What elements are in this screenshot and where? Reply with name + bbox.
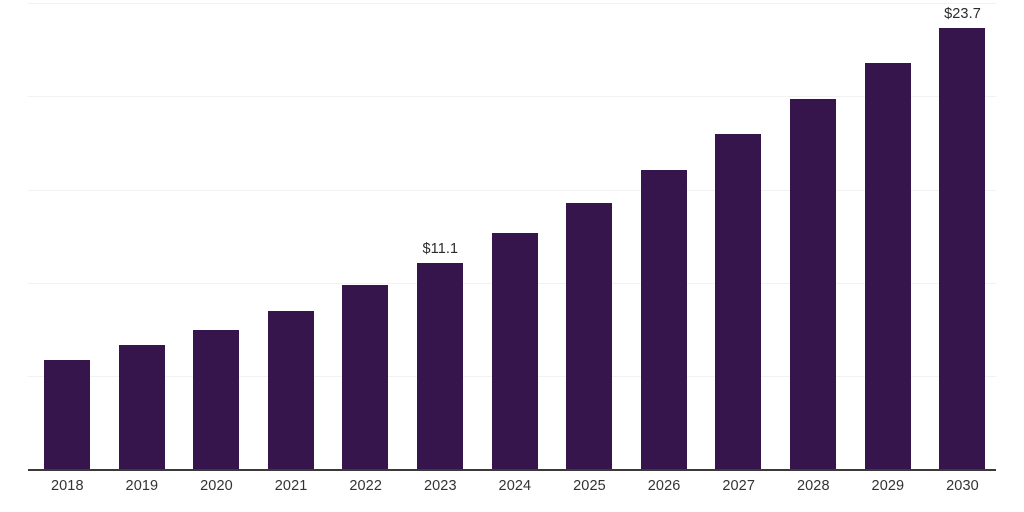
- bar-group: [30, 0, 105, 470]
- x-tick-label: 2029: [871, 478, 905, 494]
- bar[interactable]: [267, 311, 314, 470]
- gridline: [28, 96, 996, 97]
- x-tick-label: 2023: [423, 478, 457, 494]
- bar[interactable]: [44, 359, 90, 470]
- bar-group: [851, 0, 926, 470]
- bar[interactable]: [640, 169, 687, 470]
- bar-group: [627, 0, 702, 470]
- bar[interactable]: [790, 98, 836, 470]
- bar-group: [552, 0, 627, 470]
- x-axis-line: [28, 469, 996, 471]
- bar-group: $11.1: [403, 0, 478, 470]
- bar[interactable]: [566, 203, 613, 470]
- bar-group: [105, 0, 180, 470]
- x-tick-label: 2020: [200, 478, 233, 494]
- bar[interactable]: [417, 262, 463, 470]
- bar-value-label: $23.7: [944, 5, 981, 22]
- bar-group: [701, 0, 776, 470]
- x-tick-label: 2025: [573, 478, 606, 494]
- gridline: [28, 190, 996, 191]
- bar-group: $23.7: [925, 0, 1000, 470]
- x-tick-label: 2027: [722, 478, 756, 494]
- bar-group: [478, 0, 553, 470]
- x-tick-label: 2018: [50, 478, 84, 494]
- x-axis-tick-labels: 2018 2019 2020 2021 2022 2023 2024 2025 2026 2027…: [28, 478, 996, 508]
- bar[interactable]: [939, 27, 986, 470]
- bar-value-label: $11.1: [422, 240, 459, 257]
- gridline: [28, 3, 996, 4]
- bar-group: [776, 0, 851, 470]
- x-tick-label: 2024: [498, 478, 532, 494]
- bar-group: [328, 0, 403, 470]
- bar[interactable]: [715, 134, 762, 470]
- plot-area: $11.1 $23.7: [28, 0, 996, 470]
- x-tick-label: 2019: [125, 478, 159, 494]
- x-tick-label: 2030: [946, 478, 979, 494]
- x-tick-label: 2028: [796, 478, 830, 494]
- x-tick-label: 2026: [647, 478, 681, 494]
- bar[interactable]: [491, 233, 538, 470]
- bar-group: [179, 0, 254, 470]
- bar[interactable]: [118, 345, 165, 470]
- bar[interactable]: [342, 285, 389, 470]
- x-tick-label: 2021: [274, 478, 308, 494]
- x-tick-label: 2022: [349, 478, 383, 494]
- bar-group: [254, 0, 329, 470]
- bar[interactable]: [193, 330, 240, 470]
- bar[interactable]: [864, 63, 911, 470]
